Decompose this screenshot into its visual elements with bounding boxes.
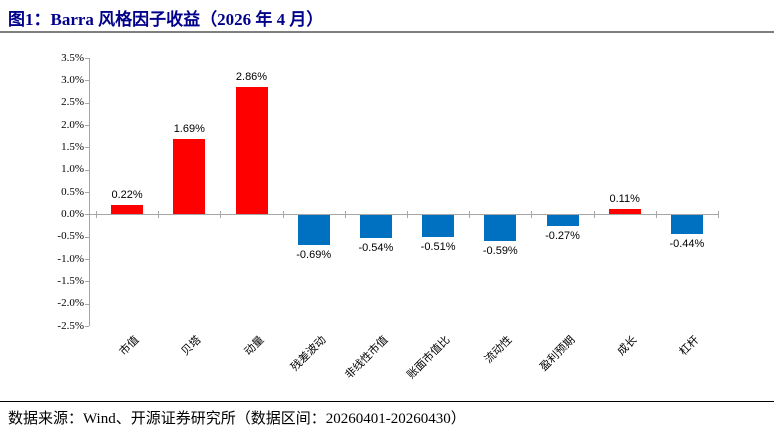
y-axis-tick-1: [85, 80, 89, 82]
bar-value-label-0: 0.22%: [111, 188, 143, 201]
y-axis-tick-label-8: -0.5%: [57, 230, 84, 243]
bar-2: [235, 86, 268, 215]
category-label-5: 账面市值比: [405, 334, 453, 382]
bar-0: [111, 204, 144, 215]
bar-value-label-5: -0.51%: [420, 241, 456, 254]
category-label-0: 市值: [117, 334, 142, 359]
bar-7: [546, 214, 579, 227]
bar-9: [670, 214, 703, 234]
y-axis-tick-label-6: 0.5%: [61, 185, 84, 198]
y-axis-tick-8: [85, 236, 89, 238]
bar-value-label-1: 1.69%: [173, 122, 205, 135]
x-axis-tick-10: [718, 211, 719, 219]
y-axis-tick-9: [85, 259, 89, 260]
bar-value-label-3: -0.69%: [296, 249, 332, 262]
bar-value-label-6: -0.59%: [482, 244, 518, 257]
bar-5: [422, 214, 455, 238]
y-axis-tick-0: [85, 58, 89, 59]
bar-value-label-2: 2.86%: [235, 70, 268, 83]
y-axis-tick-label-4: 1.5%: [61, 140, 84, 153]
y-axis-tick-11: [85, 303, 89, 305]
y-axis-line: [89, 58, 90, 327]
category-label-9: 杠杆: [677, 334, 702, 359]
bar-1: [173, 138, 206, 215]
category-label-1: 贝塔: [179, 334, 204, 359]
y-axis-tick-2: [85, 102, 89, 104]
bar-value-label-8: 0.11%: [609, 193, 640, 206]
bar-8: [608, 209, 641, 215]
figure-title: 图1：Barra 风格因子收益（2026 年 4 月）: [8, 10, 324, 29]
footer-divider: [0, 401, 774, 402]
bar-3: [297, 214, 330, 246]
bar-4: [359, 214, 392, 239]
y-axis-tick-3: [85, 125, 89, 126]
bar-6: [484, 214, 517, 241]
y-axis-tick-7: [85, 214, 89, 216]
y-axis-tick-4: [85, 147, 89, 149]
y-axis-tick-label-9: -1.0%: [57, 252, 84, 265]
y-axis-tick-label-11: -2.0%: [57, 297, 84, 310]
y-axis-tick-label-1: 3.0%: [61, 73, 84, 86]
y-axis-tick-5: [85, 169, 89, 171]
title-divider: [0, 31, 774, 33]
y-axis-tick-label-7: 0.0%: [61, 207, 84, 220]
data-source-note: 数据来源：Wind、开源证券研究所（数据区间：20260401-20260430…: [8, 411, 466, 427]
bar-value-label-9: -0.44%: [669, 237, 705, 250]
y-axis-tick-label-5: 1.0%: [61, 163, 84, 176]
bar-value-label-4: -0.54%: [358, 242, 394, 255]
y-axis-tick-label-12: -2.5%: [57, 319, 84, 332]
bar-value-label-7: -0.27%: [545, 230, 580, 243]
y-axis-tick-label-0: 3.5%: [61, 51, 84, 64]
y-axis-tick-label-3: 2.0%: [61, 118, 84, 131]
y-axis-tick-12: [85, 326, 89, 328]
y-axis-tick-6: [85, 192, 89, 193]
category-label-7: 盈利预期: [537, 334, 577, 374]
y-axis-tick-label-10: -1.5%: [57, 274, 84, 287]
category-label-3: 残差波动: [288, 334, 329, 374]
x-axis-zero-line: [89, 214, 718, 216]
category-label-4: 非线性市值: [342, 334, 391, 382]
y-axis-tick-label-2: 2.5%: [61, 96, 84, 109]
category-label-2: 动量: [241, 334, 266, 359]
category-label-8: 成长: [615, 334, 640, 359]
category-label-6: 流动性: [482, 334, 515, 366]
y-axis-tick-10: [85, 281, 89, 283]
